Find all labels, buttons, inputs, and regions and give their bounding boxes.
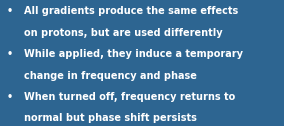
Text: on protons, but are used differently: on protons, but are used differently	[24, 28, 223, 38]
Text: While applied, they induce a temporary: While applied, they induce a temporary	[24, 49, 243, 59]
Text: normal but phase shift persists: normal but phase shift persists	[24, 113, 197, 123]
Text: •: •	[7, 49, 13, 59]
Text: change in frequency and phase: change in frequency and phase	[24, 71, 197, 81]
Text: When turned off, frequency returns to: When turned off, frequency returns to	[24, 92, 235, 102]
Text: •: •	[7, 92, 13, 102]
Text: All gradients produce the same effects: All gradients produce the same effects	[24, 6, 238, 16]
Text: •: •	[7, 6, 13, 16]
